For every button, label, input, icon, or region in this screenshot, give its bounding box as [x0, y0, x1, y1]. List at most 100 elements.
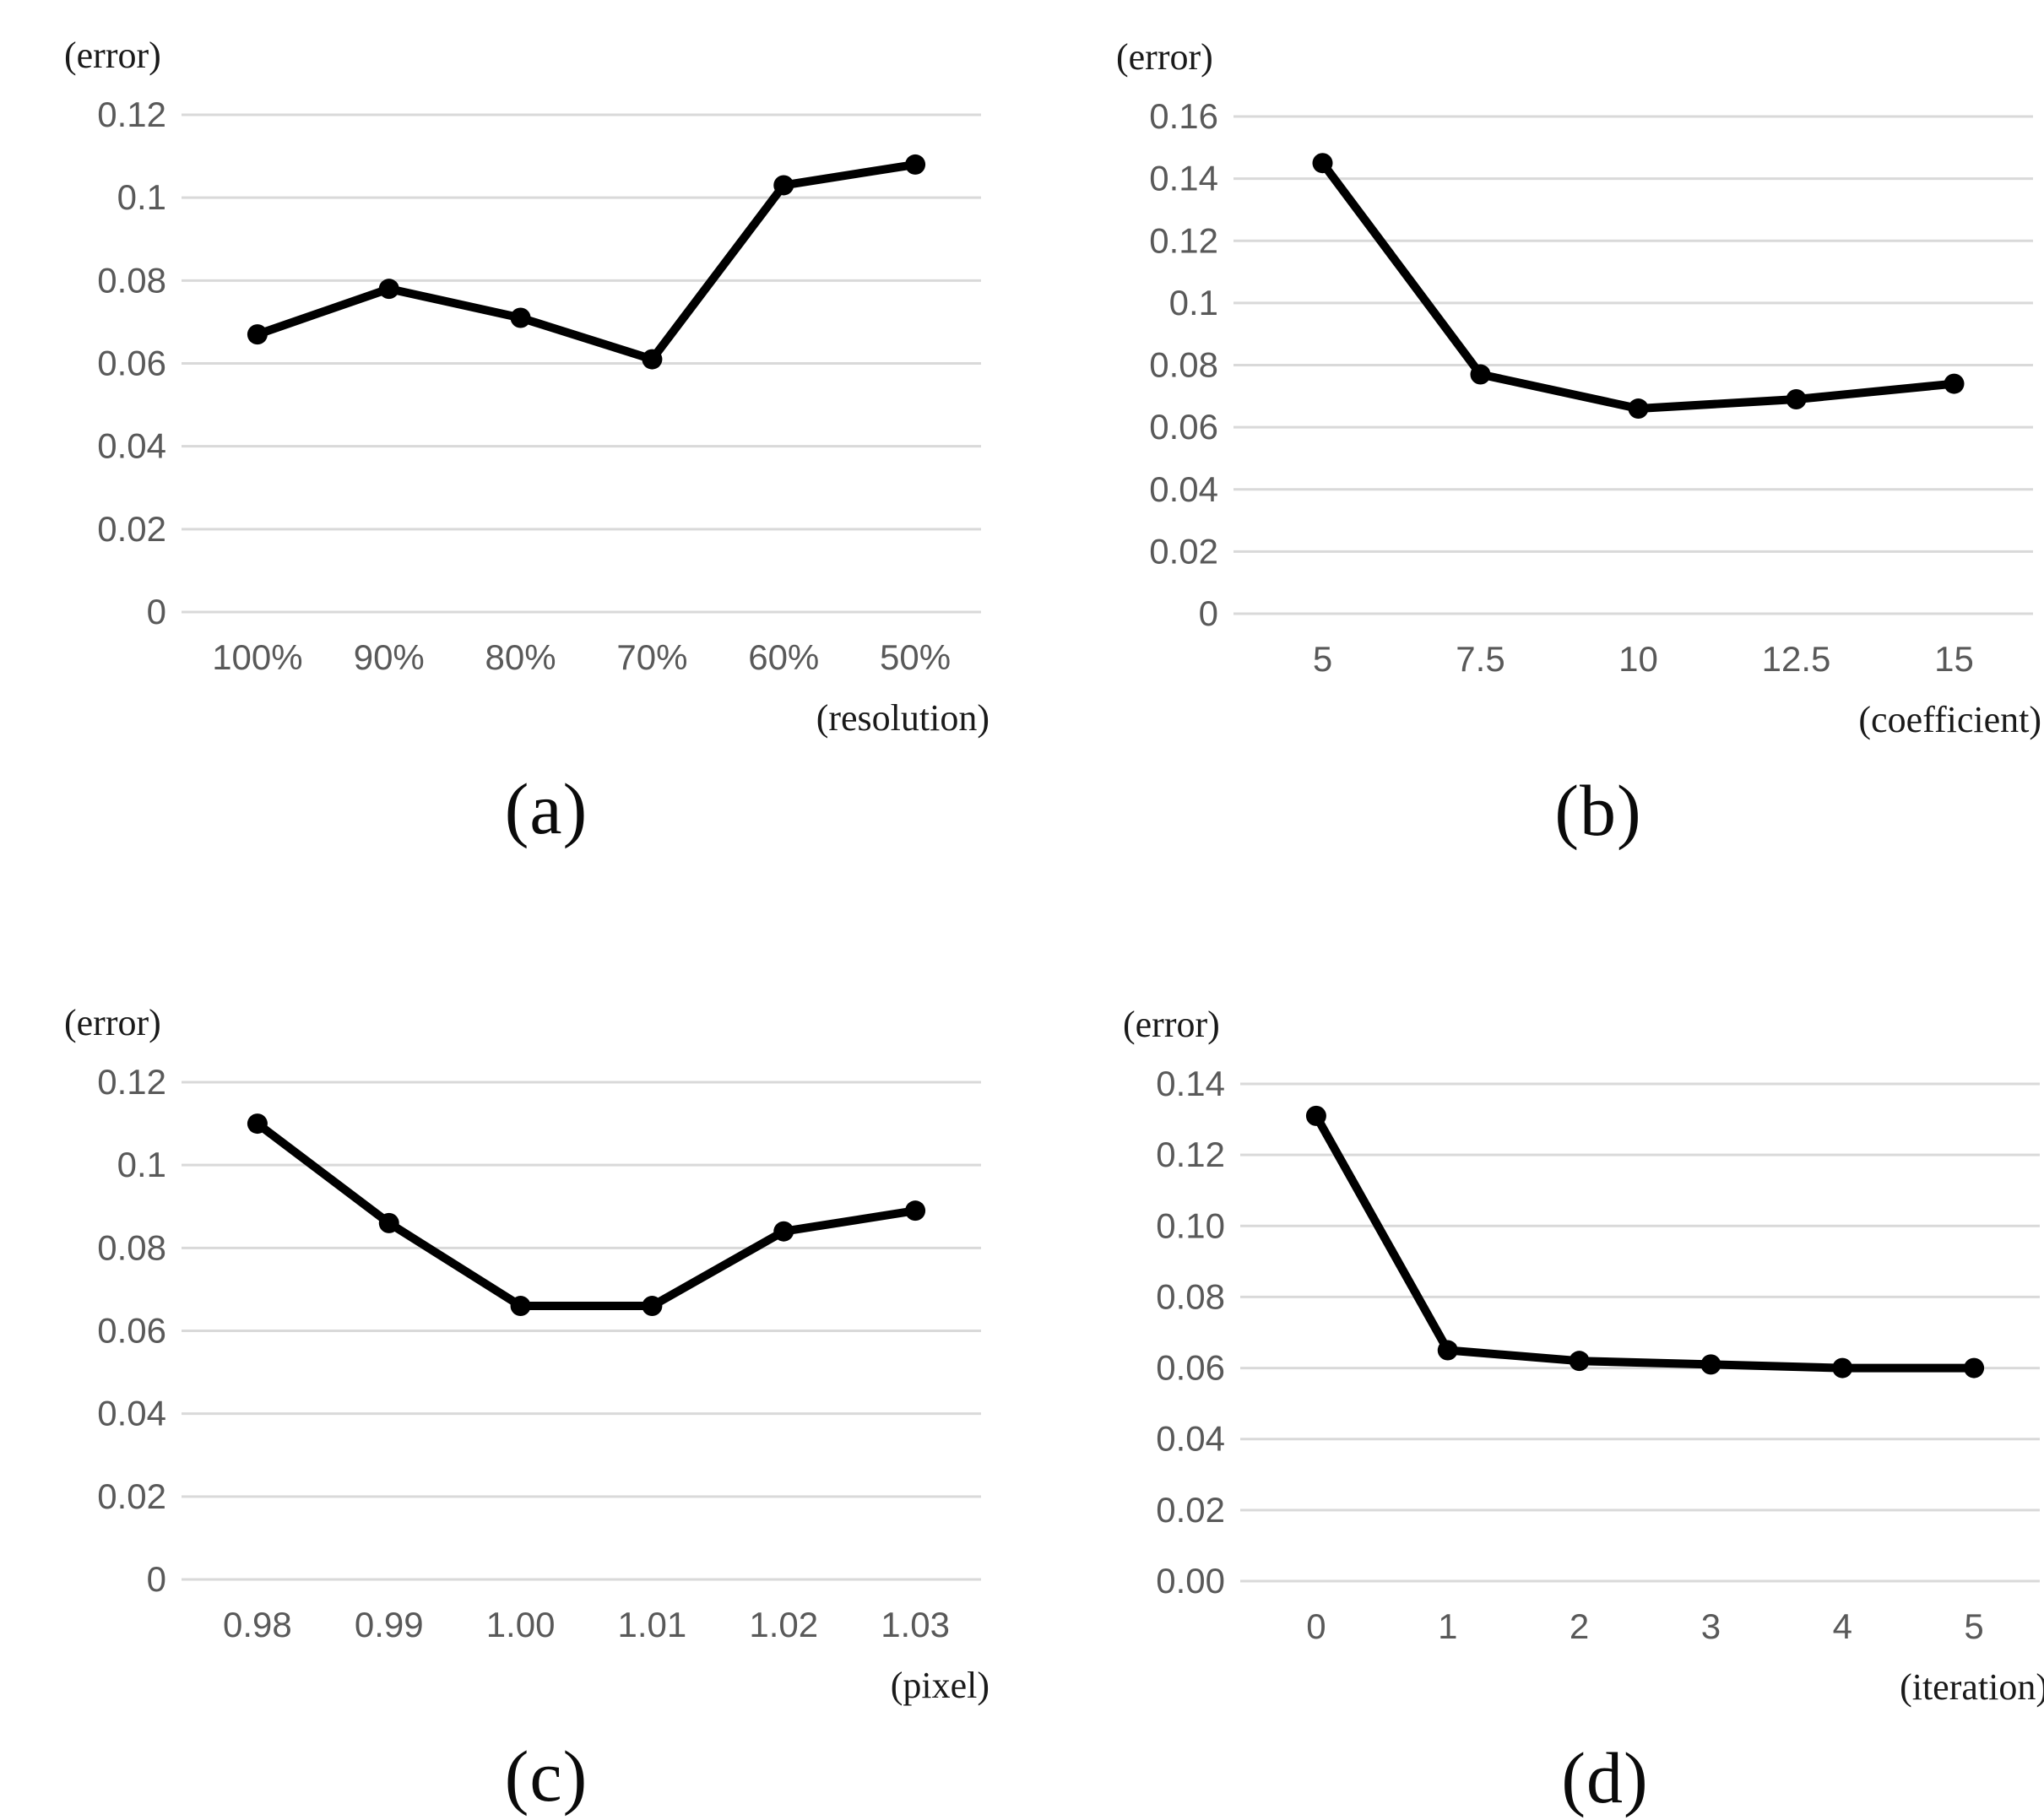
chart-c-plot: (error) 0.12 0.1 0.08 0.06 0.04 0.02 0 0.98 0.99 1…: [64, 1002, 989, 1706]
data-point-marker: [378, 279, 399, 300]
data-point-marker: [247, 1113, 268, 1135]
y-unit-label: (error): [64, 1002, 161, 1043]
y-tick-label: 0.1: [1169, 283, 1218, 322]
chart-b-plot: (error) 0.16 0.14 0.12 0.1 0.08 0.06 0.04 0.02 0 5…: [1116, 36, 2041, 740]
x-tick-label: 90%: [354, 637, 425, 677]
x-tick-label: 5: [1964, 1606, 1983, 1646]
y-tick-label: 0.12: [97, 1062, 166, 1102]
data-point-marker: [1305, 1105, 1326, 1126]
chart-a-caption: (a): [504, 768, 588, 849]
x-tick-label: 3: [1701, 1606, 1721, 1646]
x-tick-label: 1.02: [749, 1605, 818, 1644]
x-tick-label: 7.5: [1456, 639, 1505, 679]
y-tick-label: 0.1: [117, 177, 166, 217]
y-tick-label: 0.02: [1156, 1490, 1225, 1530]
y-tick-label: 0.00: [1156, 1561, 1225, 1601]
data-point-marker: [510, 1296, 531, 1317]
y-tick-label: 0: [147, 1559, 166, 1599]
data-point-marker: [773, 175, 794, 196]
y-tick-label: 0.04: [1149, 469, 1218, 509]
data-point-marker: [773, 1221, 794, 1242]
data-point-marker: [1700, 1354, 1721, 1375]
x-tick-label: 15: [1934, 639, 1974, 679]
chart-c: (error) 0.12 0.1 0.08 0.06 0.04 0.02 0 0.98 0.99 1…: [52, 991, 1040, 1818]
x-tick-label: 1: [1438, 1606, 1457, 1646]
error-line-series: [1318, 159, 1959, 413]
error-line-series: [252, 1119, 920, 1310]
x-tick-label: 1.01: [618, 1605, 687, 1644]
y-tick-label: 0.06: [97, 344, 166, 383]
y-tick-label: 0.16: [1149, 96, 1218, 136]
y-tick-label: 0.14: [1149, 159, 1218, 198]
y-tick-label: 0.08: [1149, 345, 1218, 385]
x-tick-label: 1.00: [486, 1605, 556, 1644]
y-tick-label: 0.02: [97, 509, 166, 549]
chart-a: (error) 0.12 0.1 0.08 0.06 0.04 0.02 0 100% 90% 80…: [52, 24, 1040, 851]
y-tick-label: 0.06: [1149, 407, 1218, 447]
y-tick-label: 0.04: [97, 426, 166, 466]
data-point-marker: [1470, 364, 1491, 385]
x-tick-label: 60%: [748, 637, 819, 677]
data-point-marker: [378, 1212, 399, 1233]
data-point-marker: [905, 1200, 926, 1221]
x-tick-label: 12.5: [1762, 639, 1831, 679]
x-tick-label: 10: [1618, 639, 1658, 679]
chart-a-plot: (error) 0.12 0.1 0.08 0.06 0.04 0.02 0 100% 90% 80…: [64, 35, 989, 739]
x-unit-label: (coefficient): [1858, 699, 2041, 740]
data-point-marker: [247, 324, 268, 345]
x-tick-label: 0.99: [355, 1605, 424, 1644]
y-tick-label: 0.04: [97, 1394, 166, 1433]
data-point-marker: [1569, 1351, 1590, 1372]
data-point-marker: [1312, 153, 1333, 174]
x-unit-label: (resolution): [816, 697, 989, 739]
y-unit-label: (error): [1116, 36, 1213, 78]
data-point-marker: [642, 349, 663, 370]
chart-b: (error) 0.16 0.14 0.12 0.1 0.08 0.06 0.04 0.02 0 5…: [1104, 25, 2044, 853]
y-tick-label: 0: [147, 592, 166, 631]
y-tick-label: 0.1: [117, 1145, 166, 1184]
chart-d-caption: (d): [1561, 1737, 1649, 1818]
y-tick-label: 0.12: [1156, 1135, 1225, 1174]
x-tick-label: 4: [1833, 1606, 1852, 1646]
chart-d: (error) 0.14 0.12 0.10 0.08 0.06 0.04 0.02 0.00 0…: [1111, 993, 2044, 1820]
y-tick-label: 0.08: [97, 260, 166, 300]
data-point-marker: [905, 154, 926, 175]
y-tick-label: 0.06: [97, 1311, 166, 1351]
chart-b-caption: (b): [1554, 770, 1642, 851]
y-unit-label: (error): [64, 35, 161, 76]
y-tick-label: 0.06: [1156, 1348, 1225, 1388]
error-line-series: [1311, 1111, 1979, 1373]
x-tick-label: 0.98: [223, 1605, 292, 1644]
error-line-series: [252, 160, 920, 364]
data-point-marker: [1786, 388, 1807, 409]
x-tick-label: 80%: [485, 637, 556, 677]
x-tick-label: 2: [1570, 1606, 1589, 1646]
data-point-marker: [642, 1296, 663, 1317]
data-point-marker: [1832, 1357, 1853, 1379]
y-tick-label: 0.02: [97, 1476, 166, 1516]
x-tick-label: 1.03: [881, 1605, 950, 1644]
x-tick-label: 100%: [212, 637, 302, 677]
y-tick-label: 0.10: [1156, 1205, 1225, 1245]
chart-c-caption: (c): [504, 1736, 588, 1817]
y-tick-label: 0.12: [1149, 220, 1218, 260]
y-tick-label: 0.08: [97, 1227, 166, 1267]
x-tick-label: 50%: [880, 637, 951, 677]
y-tick-label: 0: [1199, 593, 1218, 633]
x-tick-label: 0: [1306, 1606, 1326, 1646]
y-tick-label: 0.02: [1149, 531, 1218, 571]
y-tick-label: 0.12: [97, 95, 166, 134]
x-tick-label: 5: [1313, 639, 1332, 679]
data-point-marker: [1437, 1340, 1458, 1361]
x-unit-label: (pixel): [891, 1665, 989, 1706]
data-point-marker: [1964, 1357, 1985, 1379]
data-point-marker: [1944, 373, 1965, 394]
data-point-marker: [510, 307, 531, 328]
x-tick-label: 70%: [616, 637, 687, 677]
y-unit-label: (error): [1123, 1004, 1220, 1045]
chart-d-plot: (error) 0.14 0.12 0.10 0.08 0.06 0.04 0.02 0.00 0…: [1123, 1004, 2044, 1708]
data-point-marker: [1628, 398, 1649, 420]
y-tick-label: 0.04: [1156, 1419, 1225, 1459]
x-unit-label: (iteration): [1900, 1666, 2044, 1708]
